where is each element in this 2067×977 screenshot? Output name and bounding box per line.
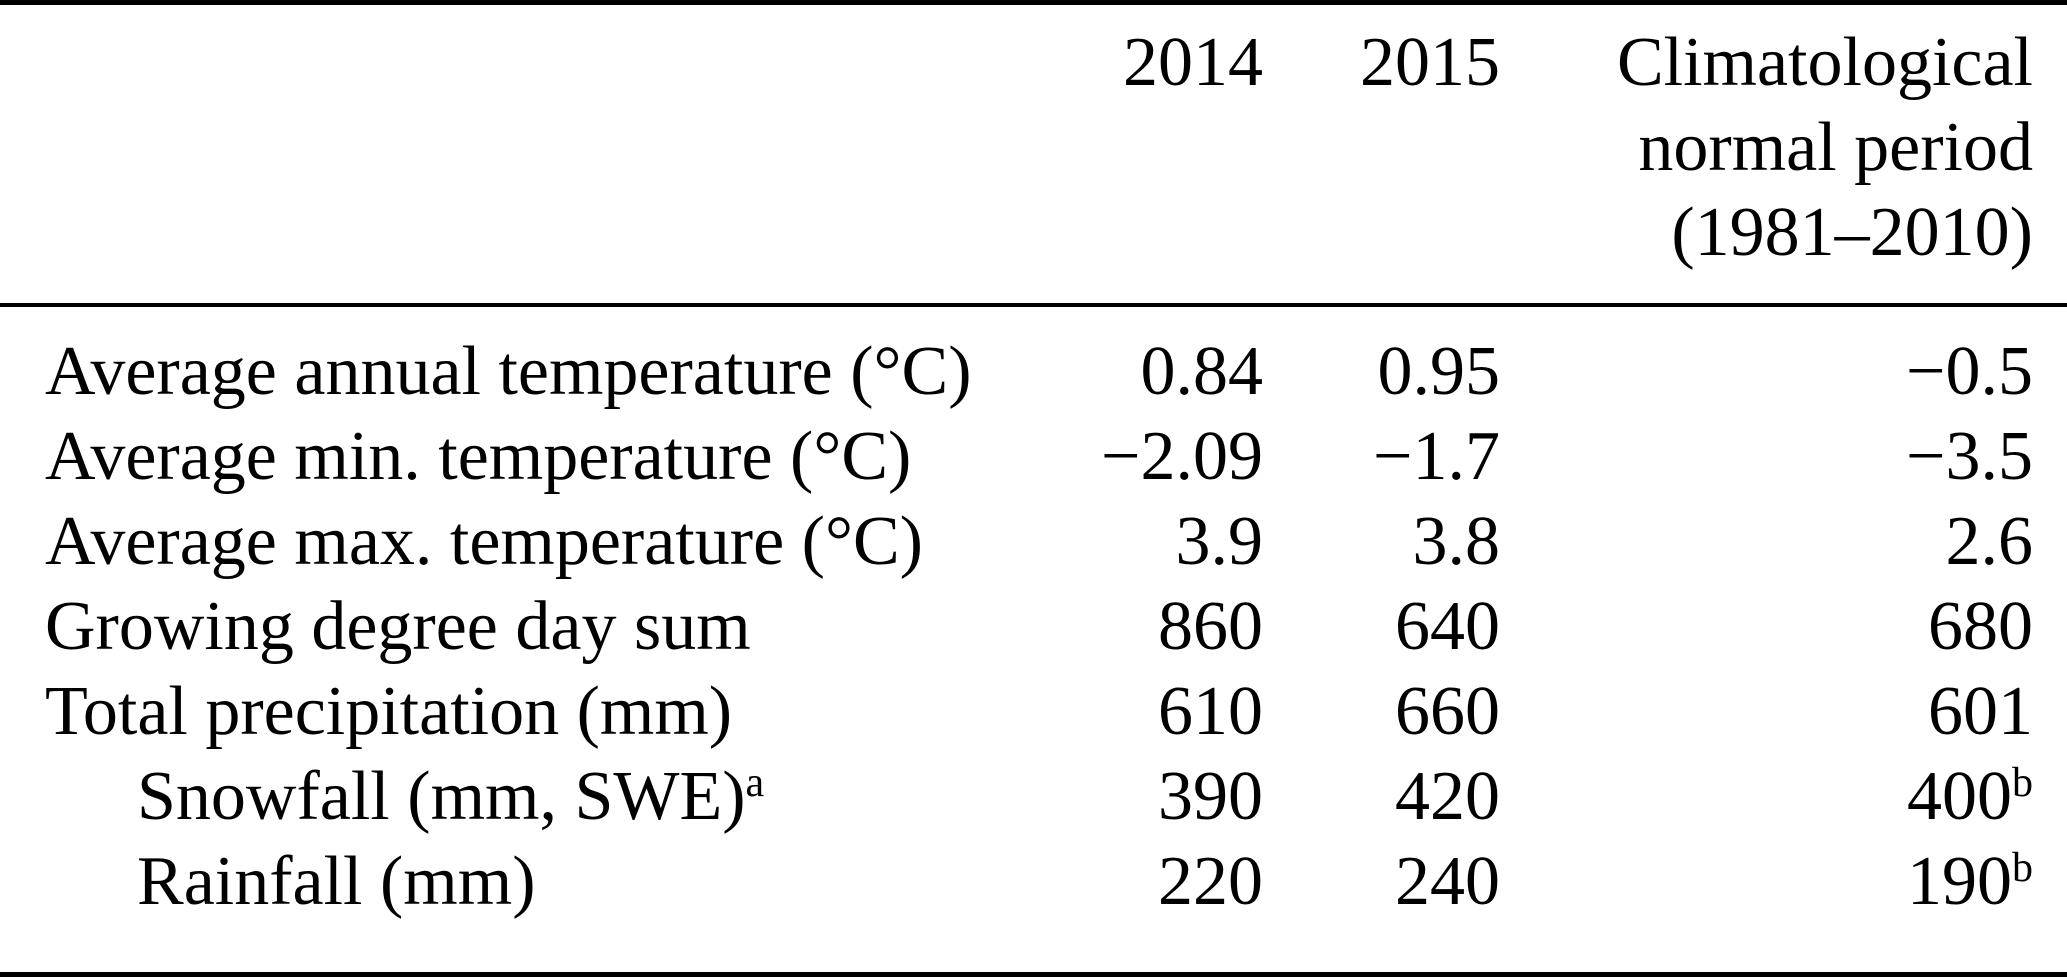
value-normal: −0.5	[1500, 305, 2067, 414]
value-2015: 240	[1395, 843, 1500, 920]
value-normal-text: 190	[1907, 843, 2012, 920]
row-label-text: Rainfall (mm)	[137, 843, 536, 920]
value-normal: 190b	[1500, 839, 2067, 975]
table-row-rainfall: Rainfall (mm) 220 240 190b	[0, 839, 2067, 975]
table-row-avg-annual-temp: Average annual temperature (°C) 0.84 0.9…	[0, 305, 2067, 414]
value-2014: 0.84	[1140, 333, 1264, 410]
value-normal: 2.6	[1500, 499, 2067, 584]
value-2014: 390	[1158, 758, 1263, 835]
row-label: Total precipitation (mm)	[0, 669, 1010, 754]
value-normal-text: 601	[1928, 673, 2033, 750]
header-normal-line-2: normal period	[1638, 109, 2033, 186]
value-2014: 610	[1158, 673, 1263, 750]
row-label: Growing degree day sum	[0, 584, 1010, 669]
table-row-total-precipitation: Total precipitation (mm) 610 660 601	[0, 669, 2067, 754]
header-year-2015: 2015	[1263, 2, 1500, 307]
row-label: Rainfall (mm)	[0, 839, 1010, 975]
value-2015: 640	[1395, 588, 1500, 665]
table-row-avg-max-temp: Average max. temperature (°C) 3.9 3.8 2.…	[0, 499, 2067, 584]
table-row-snowfall: Snowfall (mm, SWE)a 390 420 400b	[0, 754, 2067, 839]
value-2014: 3.9	[1175, 503, 1264, 580]
value-2015: −1.7	[1373, 418, 1500, 495]
value-2015: 660	[1395, 673, 1500, 750]
footnote-marker-b: b	[2012, 844, 2033, 891]
table-row-growing-degree-day-sum: Growing degree day sum 860 640 680	[0, 584, 2067, 669]
footnote-marker-b: b	[2012, 759, 2033, 806]
row-label-text: Average min. temperature (°C)	[45, 418, 912, 495]
row-label: Average max. temperature (°C)	[0, 499, 1010, 584]
value-normal: 601	[1500, 669, 2067, 754]
header-climatological-normal: Climatological normal period (1981–2010)	[1500, 2, 2067, 307]
header-row: 2014 2015 Climatological normal period (…	[0, 2, 2067, 307]
row-label-text: Growing degree day sum	[45, 588, 751, 665]
value-normal-text: −0.5	[1906, 333, 2033, 410]
value-2015: 0.95	[1377, 333, 1501, 410]
value-normal: 400b	[1500, 754, 2067, 839]
row-label-text: Average max. temperature (°C)	[45, 503, 923, 580]
table-body: Average annual temperature (°C) 0.84 0.9…	[0, 305, 2067, 975]
value-2015: 3.8	[1412, 503, 1501, 580]
header-year-2014: 2014	[1010, 2, 1263, 307]
value-normal-text: 400	[1907, 758, 2012, 835]
row-label: Average annual temperature (°C)	[0, 305, 1010, 414]
value-normal-text: −3.5	[1906, 418, 2033, 495]
value-normal-text: 2.6	[1945, 503, 2034, 580]
table-header: 2014 2015 Climatological normal period (…	[0, 2, 2067, 307]
value-normal: −3.5	[1500, 414, 2067, 499]
value-2014: −2.09	[1101, 418, 1263, 495]
header-normal-line-1: Climatological	[1616, 24, 2033, 101]
table-row-avg-min-temp: Average min. temperature (°C) −2.09 −1.7…	[0, 414, 2067, 499]
row-label-text: Snowfall (mm, SWE)	[137, 758, 746, 835]
footnote-marker-a: a	[745, 759, 765, 806]
value-normal-text: 680	[1928, 588, 2033, 665]
value-2014: 860	[1158, 588, 1263, 665]
row-label-text: Total precipitation (mm)	[45, 673, 733, 750]
value-normal: 680	[1500, 584, 2067, 669]
row-label-text: Average annual temperature (°C)	[45, 333, 972, 410]
value-2015: 420	[1395, 758, 1500, 835]
value-2014: 220	[1158, 843, 1263, 920]
header-empty-cell	[0, 2, 1010, 307]
row-label: Snowfall (mm, SWE)a	[0, 754, 1010, 839]
row-label: Average min. temperature (°C)	[0, 414, 1010, 499]
header-normal-line-3: (1981–2010)	[1671, 194, 2033, 271]
